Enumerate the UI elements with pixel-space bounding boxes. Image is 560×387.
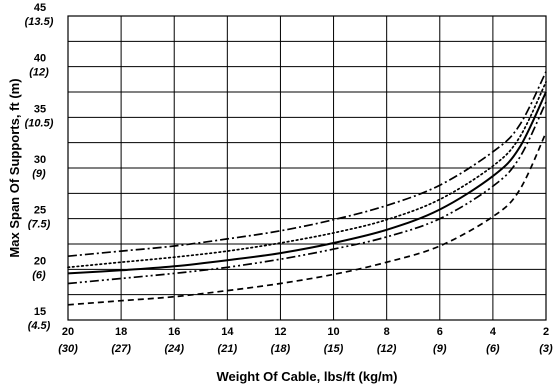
x-tick-label: 16 — [168, 326, 180, 338]
y-axis-label: Max Span Of Supports, ft (m) — [7, 78, 22, 257]
y-tick-sublabel: (13.5) — [25, 16, 54, 28]
y-tick-label: 15 — [34, 306, 46, 318]
y-tick-label: 45 — [34, 2, 46, 14]
chart-series — [67, 71, 547, 306]
x-tick-label: 8 — [384, 326, 390, 338]
x-tick-label: 2 — [543, 326, 549, 338]
y-tick-sublabel: (7.5) — [28, 219, 51, 231]
chart-grid — [67, 15, 547, 321]
x-tick-sublabel: (21) — [218, 343, 238, 355]
series-line-solid — [67, 91, 547, 275]
x-tick-label: 6 — [437, 326, 443, 338]
x-axis-label: Weight Of Cable, lbs/ft (kg/m) — [216, 369, 397, 384]
x-tick-sublabel: (12) — [377, 343, 397, 355]
plot-frame — [67, 15, 547, 321]
y-tick-label: 25 — [34, 205, 46, 217]
x-tick-label: 10 — [327, 326, 339, 338]
x-tick-sublabel: (6) — [486, 343, 500, 355]
y-tick-sublabel: (9) — [32, 168, 46, 180]
y-tick-sublabel: (10.5) — [25, 117, 54, 129]
y-tick-sublabel: (12) — [29, 67, 49, 79]
y-tick-sublabel: (4.5) — [28, 320, 51, 332]
x-tick-label: 4 — [490, 326, 497, 338]
x-tick-label: 12 — [274, 326, 286, 338]
x-tick-sublabel: (9) — [433, 343, 447, 355]
x-tick-sublabel: (27) — [111, 343, 131, 355]
x-tick-sublabel: (15) — [324, 343, 344, 355]
x-tick-sublabel: (30) — [58, 343, 78, 355]
x-tick-sublabel: (3) — [539, 343, 553, 355]
series-line-dashed — [67, 132, 547, 306]
y-tick-label: 20 — [34, 255, 46, 267]
y-tick-sublabel: (6) — [32, 269, 46, 281]
y-tick-label: 40 — [34, 53, 46, 65]
x-tick-sublabel: (24) — [164, 343, 184, 355]
y-axis-ticks: 45 (13.5) 40 (12) 35 (10.5) 30 (9) 25 (7.5) 20 (6) 1… — [25, 2, 54, 332]
x-tick-sublabel: (18) — [271, 343, 291, 355]
x-axis-ticks: 20 (30) 18 (27) 16 (24) 14 (21) 12 (18) 10 (15) 8 (12… — [58, 326, 553, 355]
series-line-dotted — [67, 81, 547, 269]
series-line-dash-dot-dot — [67, 101, 547, 285]
y-tick-label: 35 — [34, 103, 46, 115]
x-tick-label: 18 — [115, 326, 127, 338]
y-tick-label: 30 — [34, 154, 46, 166]
x-tick-label: 14 — [221, 326, 234, 338]
x-tick-label: 20 — [62, 326, 74, 338]
series-line-dash-dot — [67, 71, 547, 258]
